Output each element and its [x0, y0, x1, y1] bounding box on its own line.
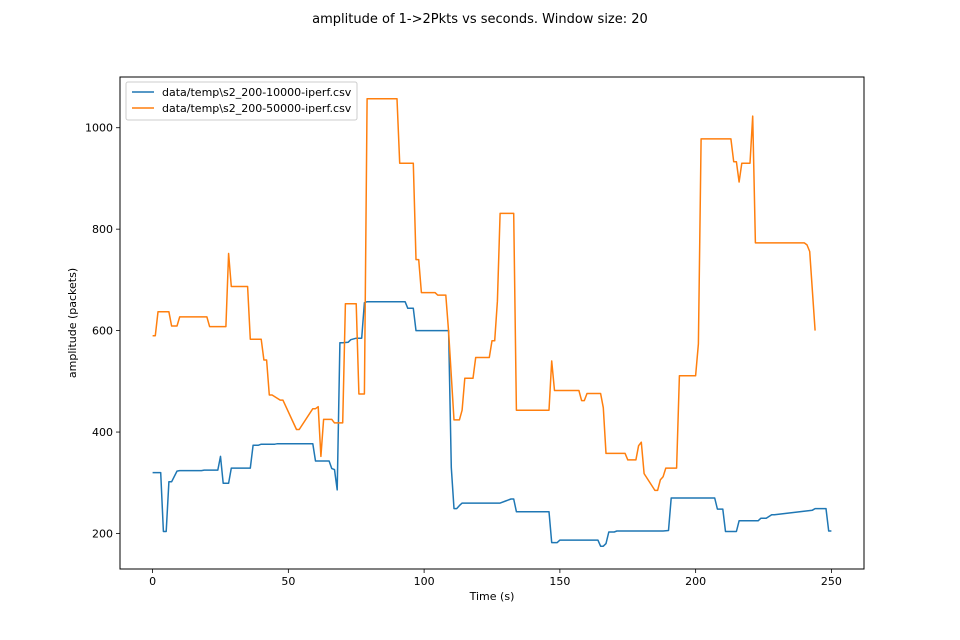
plot-frame	[119, 76, 865, 570]
y-tick-label: 200	[92, 527, 113, 540]
x-tick-label: 100	[414, 575, 435, 588]
y-tick-label: 400	[92, 426, 113, 439]
legend-label-series-2: data/temp\s2_200-50000-iperf.csv	[162, 102, 352, 115]
x-tick-label: 250	[821, 575, 842, 588]
x-tick-label: 150	[549, 575, 570, 588]
plot-area	[119, 76, 865, 570]
series-line-2	[152, 98, 816, 492]
y-axis-label: amplitude (packets)	[66, 268, 79, 378]
chart-title: amplitude of 1->2Pkts vs seconds. Window…	[312, 12, 648, 27]
x-tick-label: 50	[281, 575, 295, 588]
legend-label-series-1: data/temp\s2_200-10000-iperf.csv	[162, 86, 352, 99]
legend-box	[125, 81, 358, 121]
legend: data/temp\s2_200-10000-iperf.csv data/te…	[125, 81, 358, 121]
x-axis-label: Time (s)	[469, 590, 515, 603]
y-axis-ticks: 200 400 600 800 1000	[85, 122, 120, 540]
x-tick-label: 0	[149, 575, 156, 588]
plot-background	[120, 77, 864, 569]
y-tick-label: 800	[92, 223, 113, 236]
x-axis-ticks: 0 50 100 150 200 250	[149, 569, 842, 588]
x-tick-label: 200	[685, 575, 706, 588]
series-line-1	[152, 300, 832, 547]
y-tick-label: 1000	[85, 122, 113, 135]
y-tick-label: 600	[92, 325, 113, 338]
series-layer	[152, 98, 832, 547]
